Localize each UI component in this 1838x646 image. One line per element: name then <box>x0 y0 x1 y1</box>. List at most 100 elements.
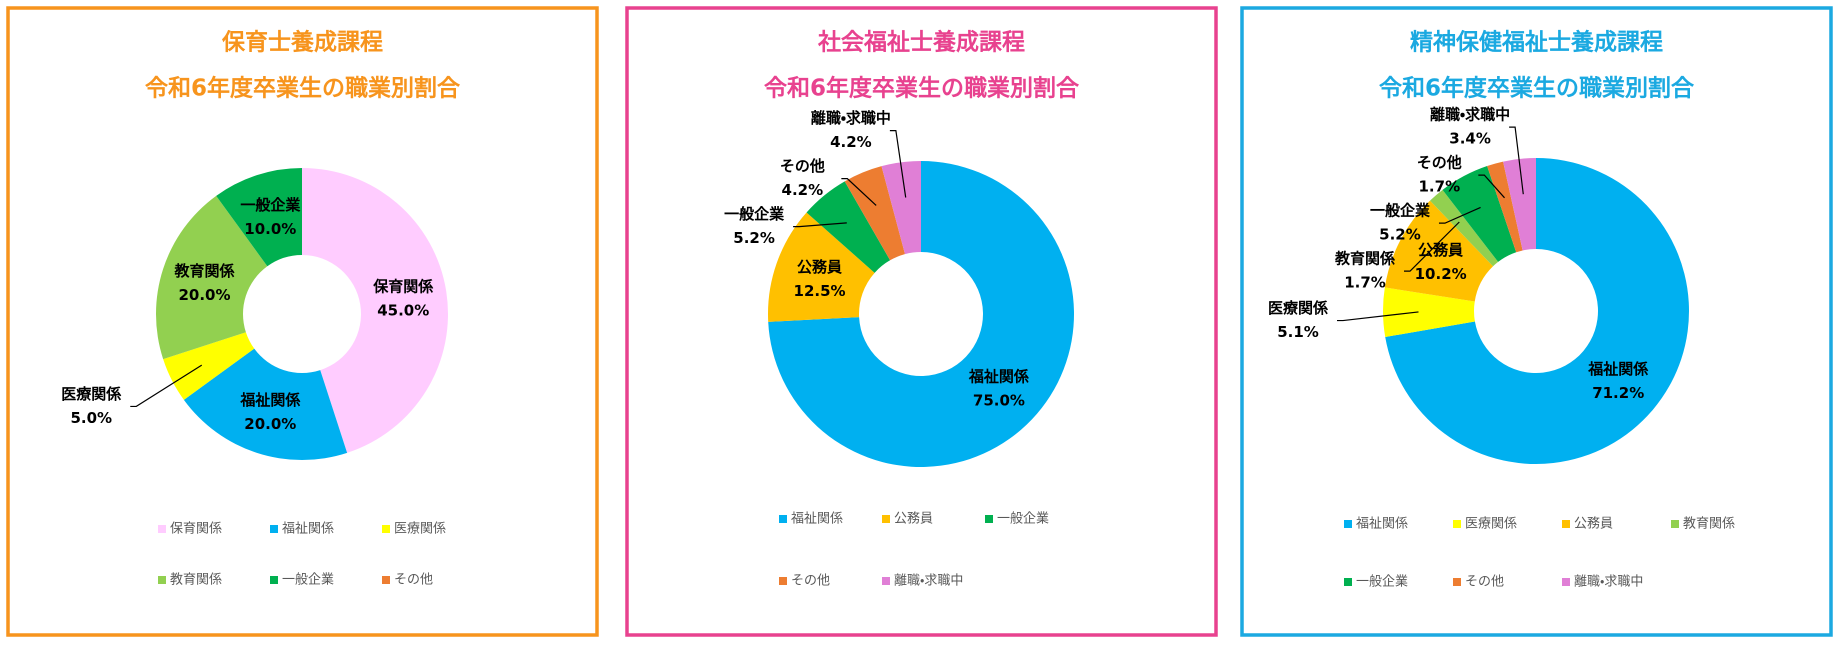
slice-value-label: 20.0% <box>244 415 296 433</box>
leader-line <box>793 222 847 228</box>
legend-label: 公務員 <box>894 512 933 527</box>
legend-label: 離職・求職中 <box>1574 575 1643 590</box>
chart-subtitle: 令和6年度卒業生の職業別割合 <box>1379 75 1695 102</box>
slice-value-label: 10.2% <box>1415 265 1467 283</box>
legend-swatch <box>270 525 278 533</box>
donut-slice <box>216 168 302 267</box>
donut-slice <box>1385 158 1689 465</box>
legend-label: 教育関係 <box>1683 516 1735 532</box>
slice-value-label: 75.0% <box>973 392 1025 410</box>
slice-label: 一般企業 <box>1370 202 1431 220</box>
slice-value-label: 12.5% <box>794 282 846 300</box>
legend-swatch <box>985 515 993 523</box>
slice-label: 公務員 <box>797 258 842 276</box>
donut-slice <box>806 181 891 273</box>
legend-label: 一般企業 <box>997 511 1049 527</box>
slice-value-label: 4.2% <box>782 181 824 199</box>
slice-value-label: 4.2% <box>830 133 872 151</box>
slice-label: 医療関係 <box>1268 299 1329 317</box>
legend-swatch <box>382 576 390 584</box>
legend-swatch <box>382 525 390 533</box>
legend-label: 福祉関係 <box>282 522 334 537</box>
donut-slice <box>1429 189 1499 267</box>
legend-label: 一般企業 <box>282 572 334 588</box>
legend-swatch <box>1344 578 1352 586</box>
legend-swatch <box>1562 520 1570 528</box>
panel-frame <box>1240 6 1833 637</box>
slice-value-label: 1.7% <box>1419 178 1461 196</box>
legend-label: 医療関係 <box>1465 517 1517 532</box>
slice-label: 一般企業 <box>724 205 785 223</box>
legend-swatch <box>1453 520 1461 528</box>
chart-title: 保育士養成課程 <box>221 29 383 56</box>
legend-swatch <box>1562 578 1570 586</box>
donut-slice <box>1487 161 1523 253</box>
leader-line <box>1478 174 1505 199</box>
legend-label: 公務員 <box>1574 517 1613 532</box>
donut-slice <box>183 348 348 460</box>
legend-label: 医療関係 <box>394 522 446 537</box>
slice-label: その他 <box>1417 154 1462 172</box>
slice-value-label: 5.2% <box>1379 226 1421 244</box>
donut-slice <box>768 161 1074 467</box>
chart-subtitle: 令和6年度卒業生の職業別割合 <box>764 75 1080 102</box>
donut-slice <box>768 212 875 322</box>
donut-slice <box>1383 287 1475 337</box>
legend-swatch <box>1344 520 1352 528</box>
slice-label: 医療関係 <box>61 385 122 403</box>
slice-label: 離職・求職中 <box>1430 106 1510 124</box>
slice-label: 公務員 <box>1418 241 1463 259</box>
leader-line <box>1337 311 1419 322</box>
slice-label: 福祉関係 <box>239 391 301 409</box>
slice-label: 離職・求職中 <box>811 109 891 127</box>
legend-label: 一般企業 <box>1356 574 1408 590</box>
legend-label: 福祉関係 <box>1356 517 1408 532</box>
donut-slice <box>163 332 255 400</box>
slice-label: 一般企業 <box>240 196 301 214</box>
legend-swatch <box>1453 578 1461 586</box>
donut-slice <box>302 168 448 453</box>
legend-label: 離職・求職中 <box>894 574 963 589</box>
slice-label: 保育関係 <box>372 277 434 295</box>
donut-slice <box>1503 158 1536 251</box>
slice-value-label: 45.0% <box>377 301 429 319</box>
slice-value-label: 1.7% <box>1344 274 1386 292</box>
legend-swatch <box>882 515 890 523</box>
slice-value-label: 5.1% <box>1277 323 1319 341</box>
legend-swatch <box>158 576 166 584</box>
legend-swatch <box>779 577 787 585</box>
legend-label: その他 <box>394 573 433 588</box>
slice-value-label: 3.4% <box>1449 130 1491 148</box>
donut-slice <box>1442 166 1517 262</box>
legend-label: 保育関係 <box>170 521 222 537</box>
legend-swatch <box>270 576 278 584</box>
leader-line <box>1509 126 1524 195</box>
slice-label: 教育関係 <box>174 262 236 280</box>
leader-line <box>1404 221 1460 272</box>
leader-line <box>841 178 877 206</box>
chart-title: 精神保健福祉士養成課程 <box>1410 29 1663 56</box>
slice-value-label: 10.0% <box>244 220 296 238</box>
chart-subtitle: 令和6年度卒業生の職業別割合 <box>145 75 461 102</box>
slice-label: その他 <box>780 157 825 175</box>
slice-label: 教育関係 <box>1334 250 1396 268</box>
donut-slice <box>156 195 268 360</box>
slice-value-label: 5.0% <box>70 409 112 427</box>
legend-swatch <box>1671 520 1679 528</box>
leader-line <box>889 130 907 198</box>
donut-slice <box>881 161 921 255</box>
legend-swatch <box>882 577 890 585</box>
legend-label: 教育関係 <box>170 572 222 588</box>
legend-swatch <box>779 515 787 523</box>
slice-value-label: 20.0% <box>178 286 230 304</box>
slice-value-label: 5.2% <box>733 229 775 247</box>
legend-label: 福祉関係 <box>791 512 843 527</box>
legend-label: その他 <box>1465 575 1504 590</box>
donut-slice <box>1384 200 1494 302</box>
slice-value-label: 71.2% <box>1592 384 1644 402</box>
legend-label: その他 <box>791 574 830 589</box>
